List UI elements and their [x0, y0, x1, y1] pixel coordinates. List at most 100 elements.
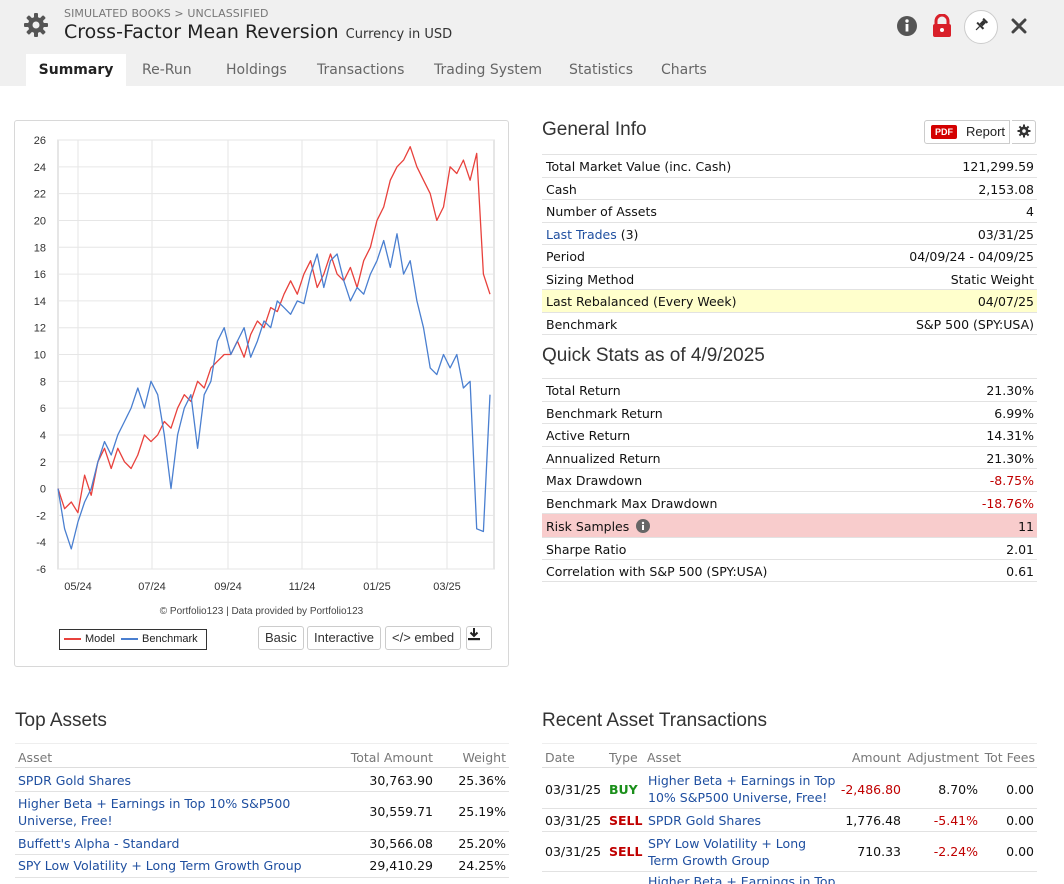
report-settings-button[interactable] — [1012, 120, 1036, 144]
stat-value: 21.30% — [986, 383, 1034, 398]
pin-button[interactable] — [964, 10, 998, 44]
col-total-amount[interactable]: Total Amount — [350, 750, 433, 765]
asset-link[interactable]: SPY Low Volatility + Long Term Growth Gr… — [18, 858, 302, 873]
info-label: Sizing Method — [546, 272, 635, 287]
transactions-header: Date Type Asset Amount Adjustment Tot Fe… — [542, 743, 1037, 768]
risk-samples-info-icon[interactable] — [636, 519, 651, 536]
asset-weight: 24.25% — [458, 858, 506, 873]
legend-item-benchmark[interactable]: Benchmark — [121, 633, 198, 645]
txn-adjustment: -2.24% — [933, 844, 978, 859]
stat-label: Max Drawdown — [546, 473, 643, 488]
stat-value: 14.31% — [986, 428, 1034, 443]
tab-statistics[interactable]: Statistics — [569, 62, 633, 78]
col-type[interactable]: Type — [609, 750, 638, 765]
tab-summary[interactable]: Summary — [26, 54, 126, 86]
stat-value: -8.75% — [989, 473, 1034, 488]
embed-chart-button[interactable]: </> embed — [385, 626, 462, 650]
txn-type: SELL — [609, 844, 643, 859]
info-row-benchmark: Benchmark S&P 500 (SPY:USA) — [542, 312, 1037, 335]
report-label: Report — [966, 124, 1006, 139]
top-assets-header: Asset Total Amount Weight — [15, 743, 509, 768]
tab-charts[interactable]: Charts — [661, 62, 707, 78]
y-tick-label: -6 — [36, 564, 46, 576]
txn-amount: 710.33 — [857, 844, 901, 859]
stat-row-active-return: Active Return 14.31% — [542, 423, 1037, 446]
stat-value: 11 — [1018, 519, 1034, 534]
txn-asset-link-line2[interactable]: Term Growth Group — [648, 853, 770, 868]
x-tick-label: 01/25 — [363, 581, 391, 593]
asset-link[interactable]: Higher Beta + Earnings in Top 10% S&P500 — [18, 796, 291, 811]
stat-value: 21.30% — [986, 451, 1034, 466]
breadcrumb[interactable]: SIMULATED BOOKS > UNCLASSIFIED — [64, 7, 269, 20]
settings-gear-icon[interactable] — [22, 11, 50, 39]
info-row-market-value: Total Market Value (inc. Cash) 121,299.5… — [542, 154, 1037, 177]
col-date[interactable]: Date — [545, 750, 575, 765]
tab-trading-system[interactable]: Trading System — [434, 62, 543, 78]
legend-item-model[interactable]: Model — [64, 633, 115, 645]
x-tick-label: 05/24 — [64, 581, 92, 593]
stat-row-benchmark-return: Benchmark Return 6.99% — [542, 401, 1037, 424]
info-row-cash: Cash 2,153.08 — [542, 177, 1037, 200]
info-value: 04/07/25 — [977, 294, 1034, 309]
asset-link[interactable]: Buffett's Alpha - Standard — [18, 836, 180, 851]
basic-chart-button[interactable]: Basic — [258, 626, 304, 650]
lock-icon[interactable] — [930, 14, 954, 38]
last-trades-count: (3) — [616, 227, 639, 242]
info-value: 4 — [1026, 204, 1034, 219]
top-assets-title: Top Assets — [15, 710, 107, 731]
tab-holdings[interactable]: Holdings — [226, 62, 287, 78]
txn-adjustment: -5.41% — [933, 813, 978, 828]
tab-re-run[interactable]: Re-Run — [142, 62, 192, 78]
txn-asset-link[interactable]: Higher Beta + Earnings in Top — [648, 773, 836, 788]
info-row-sizing-method: Sizing Method Static Weight — [542, 267, 1037, 290]
tab-transactions[interactable]: Transactions — [317, 62, 405, 78]
stat-row-total-return: Total Return 21.30% — [542, 378, 1037, 401]
close-icon[interactable] — [1007, 14, 1031, 38]
stat-row-correlation: Correlation with S&P 500 (SPY:USA) 0.61 — [542, 559, 1037, 582]
y-tick-label: 2 — [40, 457, 46, 469]
pdf-report-button[interactable]: PDF Report — [924, 120, 1010, 144]
last-trades-link[interactable]: Last Trades — [546, 227, 617, 242]
recent-transactions-title: Recent Asset Transactions — [542, 710, 767, 731]
txn-asset-link[interactable]: SPDR Gold Shares — [648, 813, 762, 828]
x-tick-label: 07/24 — [138, 581, 166, 593]
table-row: Buffett's Alpha - Standard 30,566.08 25.… — [15, 832, 509, 855]
table-row: 03/31/25 SELL SPY Low Volatility + Long … — [542, 832, 1037, 872]
info-label: Period — [546, 249, 585, 264]
asset-link[interactable]: SPDR Gold Shares — [18, 773, 132, 788]
txn-asset-link[interactable]: SPY Low Volatility + Long — [648, 836, 807, 851]
pdf-icon: PDF — [931, 125, 957, 139]
col-weight[interactable]: Weight — [462, 750, 506, 765]
download-chart-button[interactable] — [466, 626, 492, 650]
info-row-period: Period 04/09/24 - 04/09/25 — [542, 244, 1037, 267]
col-tot-fees[interactable]: Tot Fees — [984, 750, 1035, 765]
last-trades-date-link[interactable]: 03/31/25 — [977, 227, 1034, 242]
info-label: Number of Assets — [546, 204, 657, 219]
table-row: Higher Beta + Earnings in Top — [542, 872, 1037, 884]
series-line-model — [57, 146, 491, 514]
asset-link-line2[interactable]: Universe, Free! — [18, 813, 113, 828]
col-asset[interactable]: Asset — [647, 750, 682, 765]
asset-weight: 25.36% — [458, 773, 506, 788]
y-tick-label: 6 — [40, 403, 46, 415]
stat-row-max-drawdown: Max Drawdown -8.75% — [542, 468, 1037, 491]
y-tick-label: 16 — [34, 269, 46, 281]
info-value: 121,299.59 — [962, 159, 1034, 174]
info-label: Benchmark — [546, 317, 618, 332]
stat-row-risk-samples: Risk Samples 11 — [542, 513, 1037, 537]
col-asset[interactable]: Asset — [18, 750, 53, 765]
txn-fees: 0.00 — [1006, 813, 1034, 828]
quick-stats-title: Quick Stats as of 4/9/2025 — [542, 345, 765, 366]
info-icon[interactable] — [895, 14, 919, 38]
x-tick-label: 11/24 — [289, 581, 316, 593]
y-tick-label: 18 — [34, 242, 46, 254]
txn-asset-link[interactable]: Higher Beta + Earnings in Top — [648, 874, 836, 884]
y-tick-label: 12 — [34, 323, 46, 335]
txn-asset-link-line2[interactable]: 10% S&P500 Universe, Free! — [648, 790, 828, 805]
col-amount[interactable]: Amount — [851, 750, 901, 765]
currency-label: Currency in USD — [345, 27, 453, 42]
interactive-chart-button[interactable]: Interactive — [307, 626, 381, 650]
col-adjustment[interactable]: Adjustment — [907, 750, 979, 765]
info-value: S&P 500 (SPY:USA) — [915, 317, 1034, 332]
